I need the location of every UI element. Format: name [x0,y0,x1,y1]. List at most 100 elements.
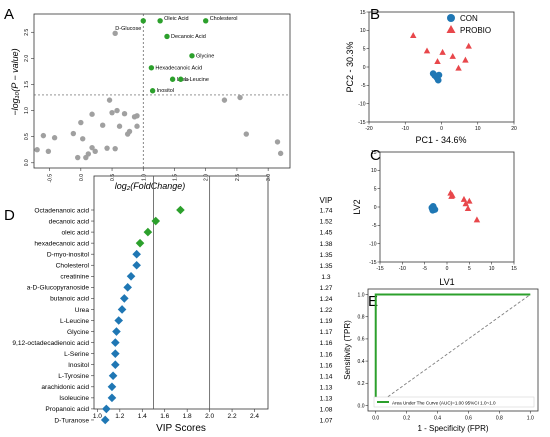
plsda-y-tick-label: -15 [369,260,376,266]
plsda-y-tick-label: 0 [374,205,377,211]
volcano-plot: -0.5 0.0 0.5 1.0 1.5 2.0 2.5 3.0 0.0 0.5 1.0 1.5 2.0… [10,13,291,191]
vip-point [123,283,132,292]
plsda-plot: -15 -10 -5 0 5 10 15 -15 -10 -5 0 5 10 15 LV1 LV2 [352,150,517,287]
roc-plot: 0.0 0.2 0.4 0.6 0.8 1.0 0.0 0.2 0.4 0.6 0.8 1.0 Are… [343,288,539,433]
roc-legend: Area Under The Curve (AUC)=1.00 95%CI 1.… [373,396,535,408]
vip-category-label: L-Serine [64,351,89,358]
roc-x-tick-label: 0.2 [403,416,410,422]
vip-category-label: L-Tyrosine [58,373,89,380]
volcano-point-nonsignificant [85,151,92,157]
volcano-plot-frame [33,13,291,169]
pca-x-axis-label: PC1 - 34.6% [415,135,466,145]
vip-value-label: 1.35 [320,252,333,259]
plsda-x-tick-label: -15 [376,266,383,272]
volcano-point-significant [148,65,155,71]
legend-probio-label: PROBIO [460,26,491,35]
roc-x-axis-label: 1 - Specificity (FPR) [417,424,488,433]
volcano-y-axis-label: −log₁₀(P − value) [10,48,20,115]
pca-y-tick-label: 0 [363,65,366,71]
volcano-x-tick-label: 2.5 [235,174,241,181]
volcano-x-tick-label: 1.0 [141,174,147,181]
vip-category-label: D-myo-inositol [47,252,90,259]
roc-y-tick-label: 0.2 [358,381,365,387]
pca-point-probio [409,32,417,39]
volcano-point-significant [157,18,163,24]
vip-value-label: 1.74 [320,208,333,215]
roc-y-tick-label: 1.0 [358,292,365,298]
vip-point [111,338,120,347]
volcano-point-label: Cholesterol [210,16,238,22]
vip-category-label: Glycine [67,329,89,336]
volcano-point-label: Oleic Acid [164,16,188,22]
volcano-x-tick-label: -0.5 [48,174,54,183]
vip-category-label: D-Turanose [54,417,89,424]
volcano-point-nonsignificant [92,148,98,154]
roc-x-tick-label: 0.0 [372,416,379,422]
legend-con-marker [447,14,455,22]
vip-x-tick-label: 2.4 [250,413,259,420]
plsda-points [428,189,481,223]
pca-y-tick-label: 15 [360,10,366,16]
vip-x-tick-label: 1.6 [160,413,169,420]
pca-point-con [434,76,442,84]
plsda-plot-frame [379,151,515,263]
vip-point [132,249,141,259]
volcano-point-label: Hexadecanoic Acid [155,65,202,71]
plsda-x-tick-label: -10 [399,266,406,272]
volcano-y-tick-label: 0.5 [24,133,30,140]
roc-x-tick-label: 0.8 [496,416,503,422]
panel-label-d: D [4,207,15,224]
volcano-y-tick-label: 2.5 [24,29,30,36]
volcano-y-tick-label: 1.0 [24,107,30,114]
vip-value-label: 1.14 [320,373,333,380]
plsda-ticks: -15 -10 -5 0 5 10 15 -15 -10 -5 0 5 10 15 [369,150,517,272]
volcano-point-nonsignificant [34,147,40,153]
plsda-x-tick-label: 15 [511,266,517,272]
plsda-y-tick-label: -10 [369,241,376,247]
plsda-x-axis-label: LV1 [439,277,454,287]
volcano-x-tick-label: 2.0 [204,174,210,181]
pca-point-probio [434,58,441,65]
vip-point [112,327,121,336]
volcano-point-label: D-Glucose [115,26,141,32]
vip-x-tick-label: 1.2 [115,413,124,420]
vip-value-label: 1.24 [320,296,333,303]
vip-point [108,371,118,381]
vip-point [107,393,117,403]
vip-plot-frame [93,175,269,410]
pca-y-tick-label: 10 [360,28,366,34]
vip-value-label: 1.38 [320,241,333,248]
panel-label-c: C [370,147,381,164]
roc-curves [374,293,531,406]
vip-category-label: Isoleucine [59,395,89,402]
roc-x-tick-label: 0.4 [434,416,441,422]
vip-value-label: 1.13 [320,395,333,402]
volcano-point-nonsignificant [112,30,118,37]
volcano-point-nonsignificant [89,111,95,117]
volcano-point-label: Inositol [157,88,174,94]
vip-category-label: butanoic acid [50,296,89,303]
vip-value-label: 1.22 [320,307,333,314]
vip-point [176,205,185,215]
legend-probio-marker [446,25,456,33]
vip-category-label: arachidonic acid [41,384,89,391]
vip-plot: 1.0 1.2 1.4 1.6 1.8 2.0 2.2 2.4 Octadenanoic aci… [12,175,333,434]
volcano-point-nonsignificant [112,145,118,152]
roc-y-tick-label: 0.6 [358,337,365,343]
volcano-threshold-lines [34,14,290,168]
volcano-point-nonsignificant [104,145,110,151]
vip-category-label: hexadecanoic acid [34,240,89,247]
vip-value-label: 1.08 [320,407,333,414]
plsda-point-probio [462,200,469,207]
vip-category-label: decanoic acid [49,218,90,225]
vip-value-label: 1.13 [320,384,333,391]
volcano-point-nonsignificant [274,139,281,145]
vip-category-label: oleic acid [62,229,90,236]
volcano-point-nonsignificant [277,150,284,157]
pca-point-probio [462,56,469,63]
vip-point [151,216,161,226]
roc-ticks: 0.0 0.2 0.4 0.6 0.8 1.0 0.0 0.2 0.4 0.6 0.8 1.0 [358,292,534,421]
vip-category-label: Cholesterol [56,263,90,270]
vip-value-label: 1.17 [320,329,333,336]
volcano-point-nonsignificant [40,132,47,139]
